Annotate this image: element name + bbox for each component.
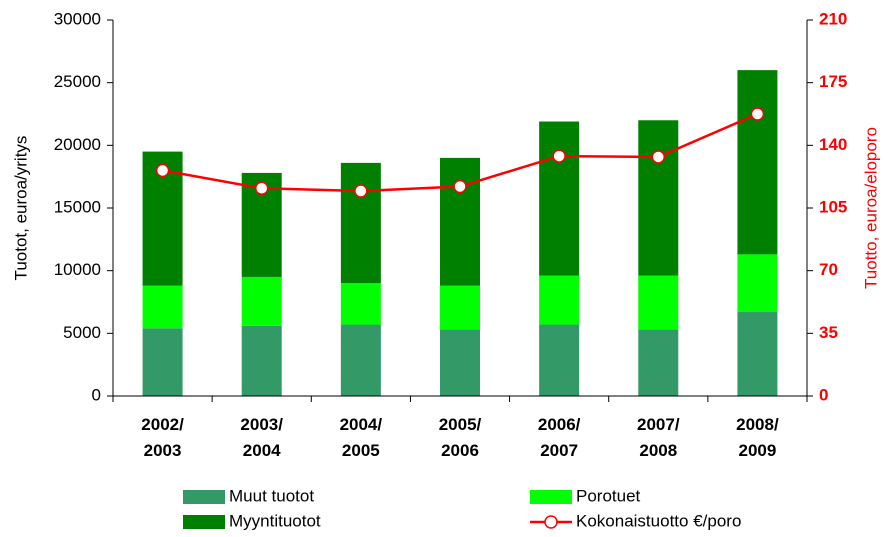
bar-segment: [737, 70, 778, 255]
x-tick-label: 2008/ 2009: [736, 415, 779, 460]
legend-marker: [544, 515, 558, 529]
y2-tick-label: 105: [819, 197, 847, 216]
line-marker: [155, 163, 170, 178]
bar-segment: [340, 324, 381, 396]
bar-segment: [440, 157, 480, 286]
bar-segment: [539, 275, 580, 325]
bar-segment: [440, 285, 480, 330]
x-tick-label: 2006/ 2007: [537, 415, 581, 460]
bar-segment: [737, 312, 778, 396]
y2-tick-label: 140: [819, 135, 847, 154]
y2-tick-label: 0: [819, 385, 828, 404]
y2-tick-label: 210: [819, 9, 847, 28]
bar-segment: [340, 283, 381, 325]
y-axis-label: Tuotot, euroa/yritys: [11, 136, 30, 281]
bar-segment: [638, 329, 679, 396]
line-marker: [453, 179, 467, 194]
bar-segment: [539, 324, 580, 396]
legend-label: Porotuet: [576, 486, 641, 505]
bar-segment: [142, 285, 183, 329]
x-tick-label: 2004/ 2005: [339, 415, 383, 460]
x-tick-label: 2002/ 2003: [141, 415, 184, 460]
bar-segment: [737, 254, 778, 313]
bar-segment: [241, 276, 282, 326]
y-tick-label: 25000: [54, 72, 101, 91]
y-tick-label: 30000: [54, 9, 101, 28]
legend-swatch: [530, 490, 572, 504]
y2-axis-label: Tuotto, euroa/eloporo: [861, 127, 880, 289]
legend-swatch: [183, 515, 225, 529]
y-tick-label: 0: [92, 385, 101, 404]
line-marker: [651, 150, 666, 164]
y2-tick-label: 70: [819, 260, 838, 279]
bar-segment: [638, 275, 679, 330]
x-tick-label: 2003/ 2004: [240, 415, 283, 460]
y-tick-label: 10000: [54, 260, 101, 279]
x-tick-label: 2005/ 2006: [438, 415, 482, 460]
line-marker: [254, 181, 269, 196]
bar-segment: [142, 328, 183, 396]
legend-label: Kokonaistuotto €/poro: [576, 511, 741, 530]
line-marker: [750, 107, 765, 121]
bar-segment: [241, 325, 282, 396]
line-marker: [354, 184, 368, 198]
y2-tick-label: 35: [819, 323, 838, 342]
y2-tick-label: 175: [819, 72, 847, 91]
line-marker: [552, 149, 566, 163]
x-tick-label: 2007/ 2008: [637, 415, 680, 460]
legend-label: Myyntituotot: [229, 511, 321, 530]
bar-segment: [539, 121, 580, 276]
y-tick-label: 20000: [54, 135, 101, 154]
legend-swatch: [183, 490, 225, 504]
bar-segment: [440, 329, 480, 396]
bar-segment: [340, 162, 381, 284]
y-tick-label: 15000: [54, 197, 101, 216]
legend-label: Muut tuotot: [229, 486, 314, 505]
bar-segment: [638, 120, 679, 276]
y-tick-label: 5000: [63, 323, 101, 342]
